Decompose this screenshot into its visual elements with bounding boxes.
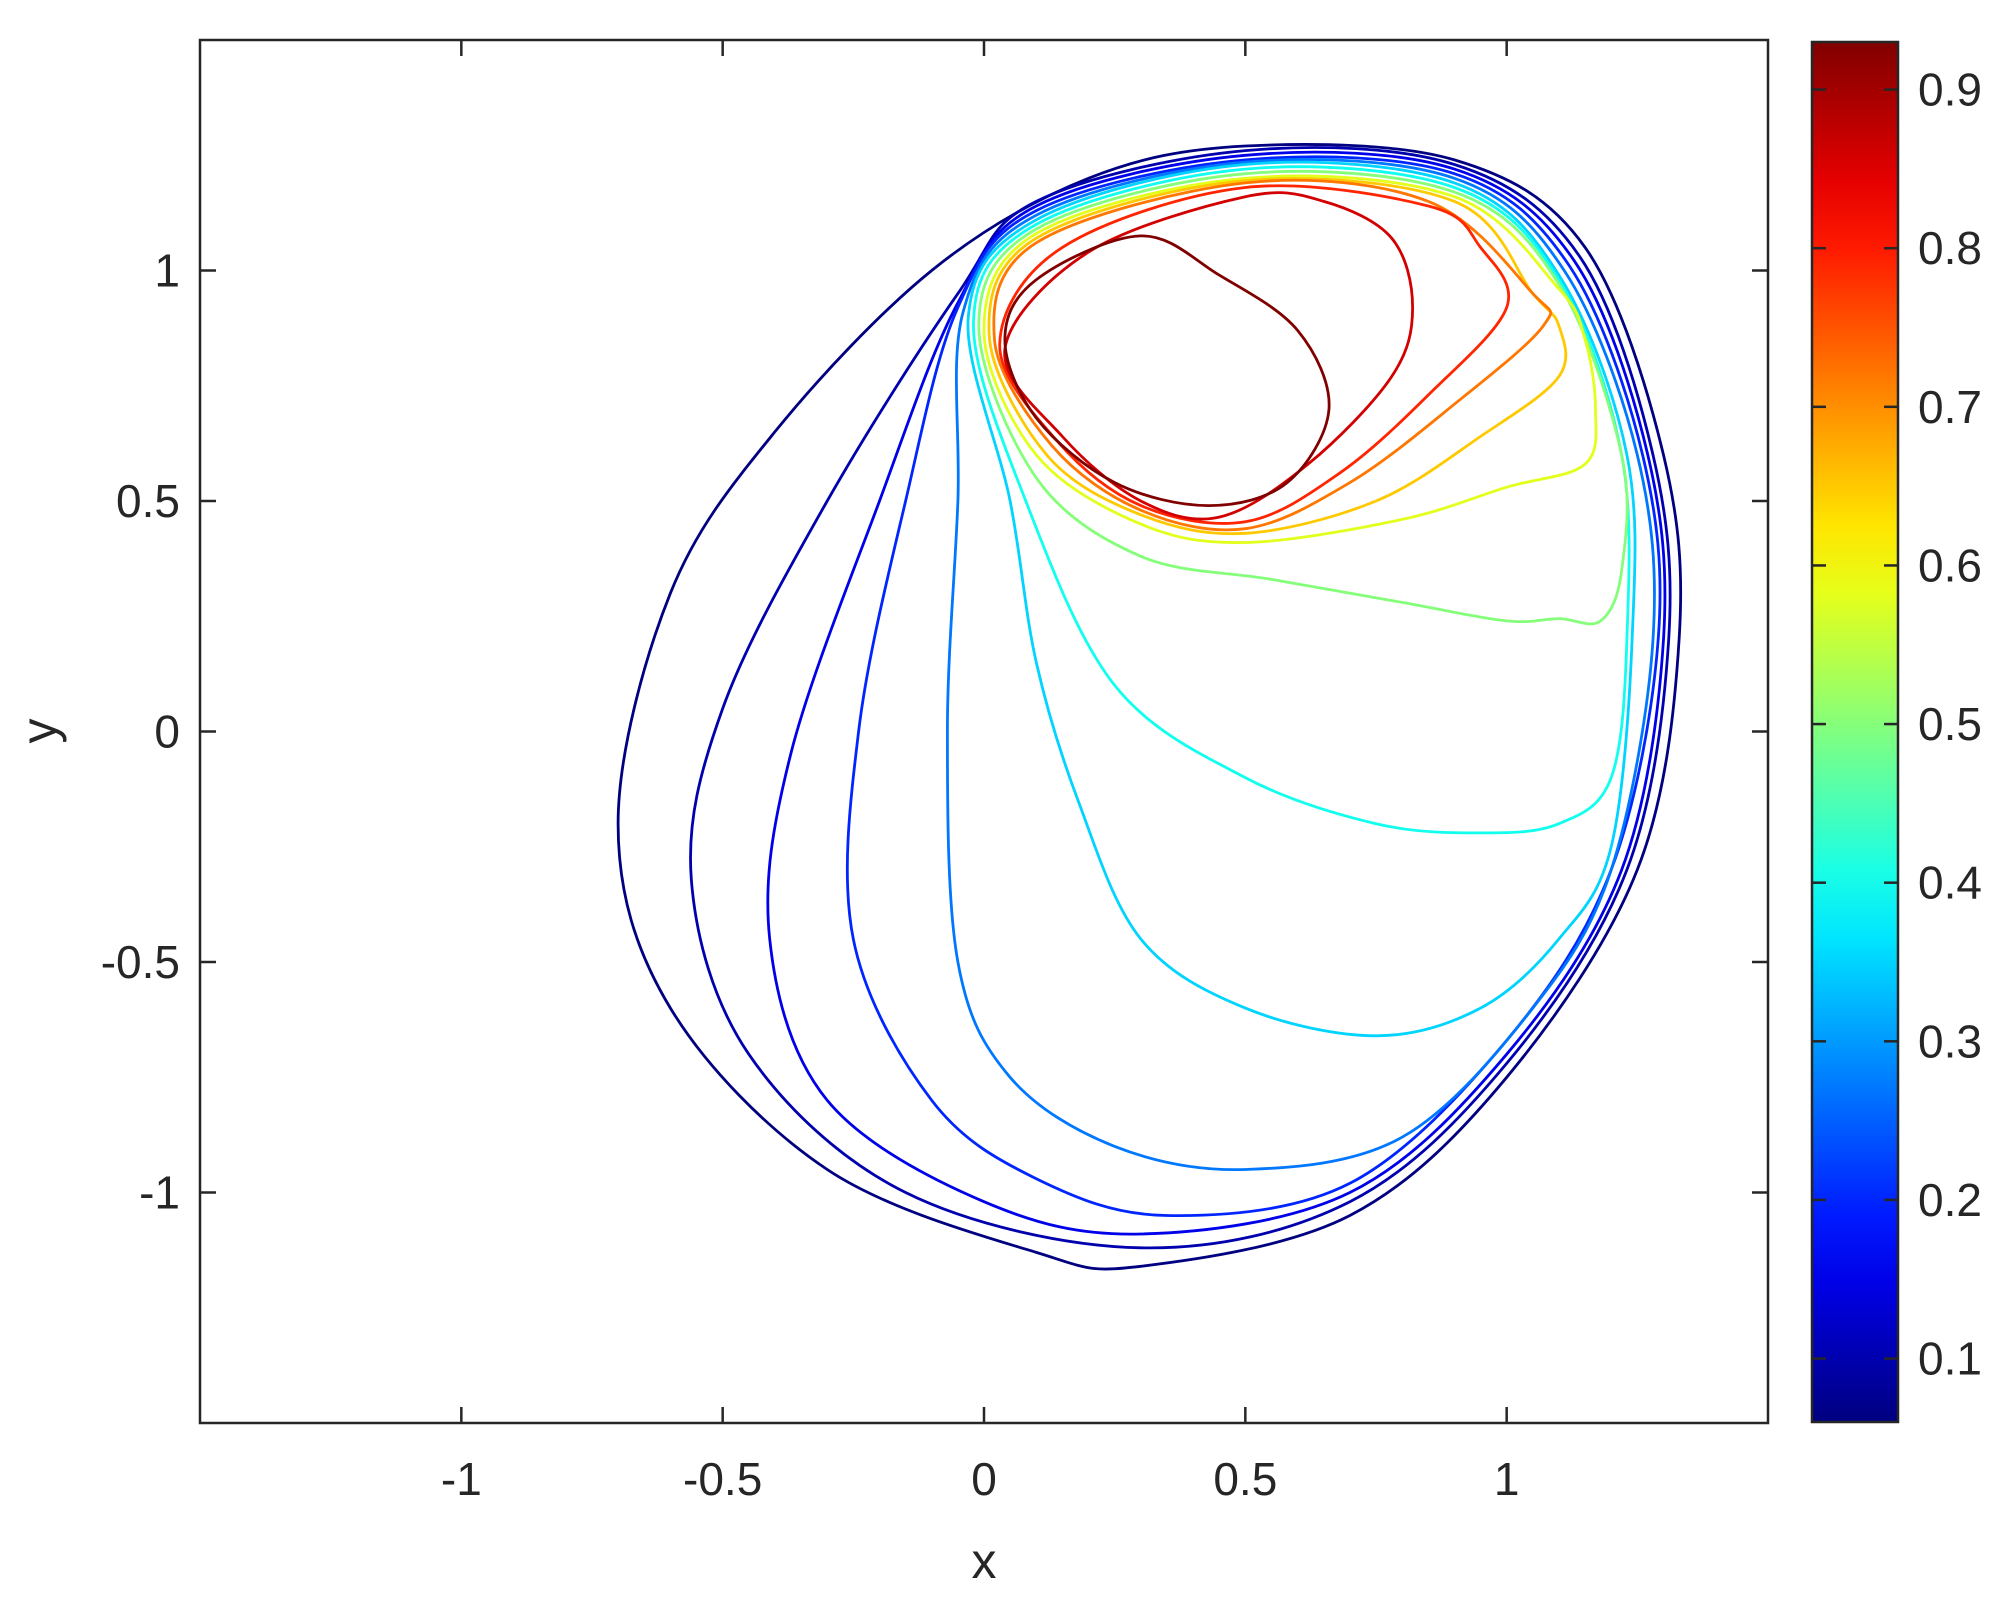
x-tick-label: 0.5 <box>1213 1453 1277 1505</box>
contour-line <box>982 174 1598 544</box>
colorbar-tick-label: 0.2 <box>1918 1174 1982 1226</box>
x-axis-label: x <box>972 1533 997 1589</box>
contour-line <box>689 146 1672 1250</box>
x-tick-label: 0 <box>971 1453 997 1505</box>
colorbar-tick-label: 0.4 <box>1918 857 1982 909</box>
colorbar-tick-label: 0.7 <box>1918 381 1982 433</box>
x-tick-label: 1 <box>1494 1453 1520 1505</box>
y-tick-label: 0 <box>154 706 180 758</box>
colorbar-tick-label: 0.6 <box>1918 539 1982 591</box>
contour-line <box>845 155 1662 1217</box>
contour-line <box>616 143 1683 1271</box>
contour-line <box>992 178 1553 532</box>
colorbar-frame <box>1810 40 1900 1424</box>
contour-line <box>998 184 1510 525</box>
contour-line <box>766 150 1667 1236</box>
contour-line <box>972 165 1631 835</box>
colorbar <box>1812 42 1898 1422</box>
contour-line <box>1003 234 1331 507</box>
y-tick-label: 1 <box>154 245 180 297</box>
contour-layer <box>616 143 1683 1271</box>
y-tick-label: -1 <box>139 1167 180 1219</box>
x-tick-label: -1 <box>441 1453 482 1505</box>
contour-line <box>1003 191 1414 521</box>
colorbar-tick-label: 0.5 <box>1918 698 1982 750</box>
colorbar-tick-label: 0.1 <box>1918 1333 1982 1385</box>
colorbar-tick-label: 0.9 <box>1918 64 1982 116</box>
y-axis-label: y <box>11 719 67 744</box>
x-tick-label: -0.5 <box>683 1453 762 1505</box>
y-axis-ticks: 1 0.5 0 -0.5 -1 <box>101 245 1768 1219</box>
contour-line <box>946 158 1656 1172</box>
colorbar-tick-label: 0.8 <box>1918 222 1982 274</box>
y-tick-label: -0.5 <box>101 936 180 988</box>
contour-line <box>977 169 1629 626</box>
y-tick-label: 0.5 <box>116 475 180 527</box>
x-axis-ticks: -1 -0.5 0 0.5 1 <box>441 40 1520 1505</box>
colorbar-ticks: 0.9 0.8 0.7 0.6 0.5 0.4 0.3 0.2 0.1 <box>1812 64 1982 1385</box>
colorbar-tick-label: 0.3 <box>1918 1015 1982 1067</box>
contour-line <box>987 177 1568 536</box>
contour-line <box>966 160 1637 1038</box>
